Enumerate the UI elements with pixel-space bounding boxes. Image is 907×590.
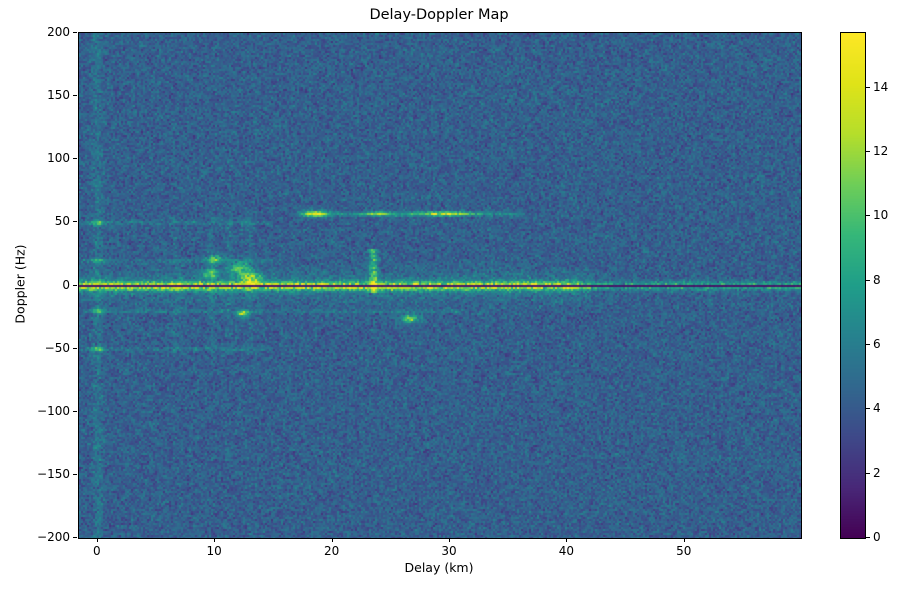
x-tick-label: 20 xyxy=(323,544,340,558)
y-tick-label: −200 xyxy=(37,530,70,544)
y-tick-mark xyxy=(73,473,77,475)
colorbar-tick-label: 4 xyxy=(873,401,881,416)
x-tick-mark xyxy=(448,538,450,542)
y-tick-mark xyxy=(73,537,77,538)
colorbar-tick-label: 14 xyxy=(873,79,889,94)
colorbar-tick-label: 12 xyxy=(873,144,889,158)
x-tick-label: 40 xyxy=(558,544,575,558)
colorbar-tick-mark xyxy=(866,215,870,217)
y-tick-label: 0 xyxy=(62,277,70,292)
colorbar-tick-mark xyxy=(866,151,870,152)
y-tick-label: −50 xyxy=(44,340,70,355)
chart-title: Delay-Doppler Map xyxy=(369,7,509,23)
x-axis-label: Delay (km) xyxy=(404,560,474,575)
x-tick-mark xyxy=(566,538,568,542)
x-tick-label: 10 xyxy=(206,544,222,558)
colorbar-tick-mark xyxy=(866,408,870,410)
colorbar-tick-label: 0 xyxy=(873,530,881,544)
colorbar-tick-mark xyxy=(866,344,870,345)
colorbar-tick-mark xyxy=(866,537,870,538)
y-tick-label: 50 xyxy=(54,214,70,229)
x-tick-mark xyxy=(214,538,216,542)
colorbar-tick-mark xyxy=(866,86,870,88)
y-tick-mark xyxy=(73,32,77,33)
x-tick-label: 30 xyxy=(441,544,457,558)
colorbar-tick-label: 10 xyxy=(873,208,889,223)
colorbar-tick-label: 2 xyxy=(873,465,881,480)
colorbar-tick-label: 8 xyxy=(873,272,881,287)
x-tick-label: 0 xyxy=(92,544,101,558)
y-tick-label: 200 xyxy=(47,25,70,39)
colorbar-tick-mark xyxy=(866,472,870,474)
y-tick-label: 150 xyxy=(47,88,70,103)
colorbar-canvas xyxy=(841,33,865,538)
x-tick-mark xyxy=(683,538,685,542)
y-tick-label: −150 xyxy=(37,466,70,481)
y-tick-mark xyxy=(73,347,77,349)
heatmap-canvas xyxy=(79,33,801,538)
plot-area xyxy=(78,32,802,539)
colorbar xyxy=(840,32,866,539)
x-tick-mark xyxy=(331,538,333,542)
colorbar-tick-label: 6 xyxy=(873,337,881,351)
x-tick-label: 50 xyxy=(676,544,692,558)
x-tick-mark xyxy=(96,538,98,542)
y-tick-mark xyxy=(73,95,77,97)
y-tick-label: −100 xyxy=(37,403,70,418)
colorbar-tick-mark xyxy=(866,279,870,281)
y-tick-label: 100 xyxy=(47,151,70,166)
y-tick-mark xyxy=(73,221,77,223)
y-tick-mark xyxy=(73,284,77,286)
y-tick-mark xyxy=(73,410,77,412)
y-tick-mark xyxy=(73,158,77,160)
